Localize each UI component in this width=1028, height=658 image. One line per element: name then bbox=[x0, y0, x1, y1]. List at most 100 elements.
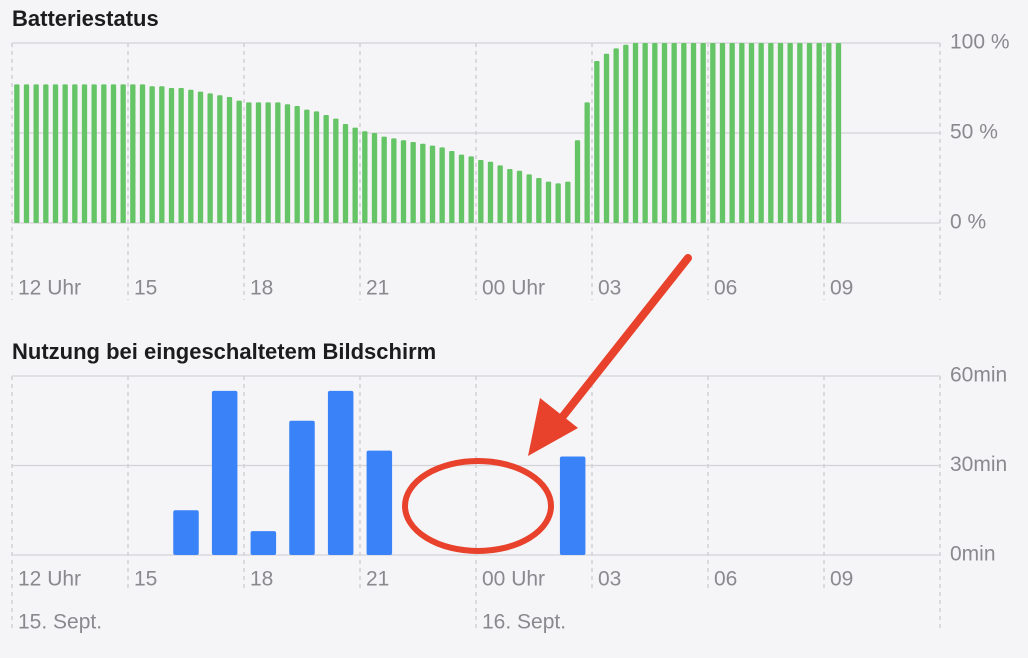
bar bbox=[120, 84, 126, 224]
bar bbox=[139, 84, 146, 224]
date-label: 16. Sept. bbox=[482, 611, 566, 634]
x-tick-label: 06 bbox=[714, 568, 737, 591]
bar bbox=[362, 131, 368, 223]
bar bbox=[478, 160, 484, 223]
bar bbox=[149, 86, 155, 223]
bar bbox=[758, 43, 764, 223]
bar bbox=[584, 102, 590, 223]
x-tick-label: 15 bbox=[134, 568, 157, 591]
bar bbox=[748, 43, 755, 223]
x-tick-label: 18 bbox=[250, 568, 273, 591]
bar bbox=[787, 43, 793, 223]
bar bbox=[690, 43, 697, 223]
bar bbox=[768, 43, 774, 223]
bar bbox=[72, 84, 78, 224]
bar bbox=[207, 93, 213, 224]
x-tick-label: 09 bbox=[830, 277, 853, 300]
bar bbox=[516, 170, 523, 223]
bar bbox=[342, 124, 349, 223]
bar bbox=[420, 143, 426, 223]
arrow-shaft bbox=[556, 254, 692, 424]
bar bbox=[410, 142, 416, 223]
x-tick-label: 21 bbox=[366, 277, 389, 300]
bar bbox=[777, 43, 784, 223]
bar bbox=[371, 133, 378, 223]
x-tick-label: 03 bbox=[598, 568, 621, 591]
x-tick-label: 21 bbox=[366, 568, 389, 591]
x-tick-label: 03 bbox=[598, 277, 621, 300]
bar bbox=[246, 102, 252, 223]
bar bbox=[565, 181, 571, 223]
bar bbox=[400, 140, 407, 223]
bar bbox=[603, 53, 610, 223]
x-tick-label: 09 bbox=[830, 568, 853, 591]
arrow-head bbox=[528, 398, 578, 456]
bar bbox=[178, 88, 184, 223]
bar bbox=[226, 97, 233, 223]
bar bbox=[275, 102, 281, 223]
bar bbox=[816, 43, 822, 223]
y-tick-label: 0min bbox=[950, 543, 996, 566]
bar bbox=[33, 84, 39, 224]
bar bbox=[91, 84, 97, 224]
bar bbox=[323, 115, 329, 223]
bar bbox=[173, 510, 199, 555]
bar bbox=[719, 43, 726, 223]
bar bbox=[159, 86, 165, 223]
bar bbox=[700, 43, 706, 223]
bar bbox=[289, 420, 315, 555]
annotation bbox=[402, 254, 692, 554]
bar bbox=[62, 84, 68, 224]
bar bbox=[671, 43, 677, 223]
bar bbox=[197, 91, 204, 223]
bar bbox=[574, 140, 581, 223]
bar bbox=[391, 138, 397, 223]
bar bbox=[613, 48, 619, 224]
x-tick-label: 12 Uhr bbox=[18, 568, 81, 591]
bar bbox=[381, 136, 387, 223]
bar bbox=[304, 109, 310, 223]
bar bbox=[14, 84, 20, 224]
bar bbox=[458, 154, 465, 223]
bar bbox=[313, 111, 320, 223]
x-tick-label: 06 bbox=[714, 277, 737, 300]
bar bbox=[559, 456, 586, 555]
bar bbox=[497, 165, 503, 223]
bar bbox=[43, 84, 49, 224]
y-tick-label: 30min bbox=[950, 453, 1007, 476]
bar bbox=[661, 43, 668, 223]
bar bbox=[250, 531, 277, 555]
bar bbox=[797, 43, 803, 223]
bar bbox=[101, 84, 107, 224]
bar bbox=[642, 43, 648, 223]
bar bbox=[545, 181, 552, 223]
bar bbox=[327, 390, 354, 555]
bar bbox=[366, 450, 393, 555]
x-tick-label: 18 bbox=[250, 277, 273, 300]
bar bbox=[536, 178, 542, 223]
bar bbox=[729, 43, 735, 223]
x-tick-label: 12 Uhr bbox=[18, 277, 81, 300]
y-tick-label: 100 % bbox=[950, 31, 1010, 54]
bar bbox=[507, 169, 513, 223]
bar bbox=[710, 43, 716, 223]
bar bbox=[835, 43, 842, 223]
bar bbox=[284, 104, 291, 223]
bar bbox=[449, 151, 455, 223]
bar bbox=[188, 89, 194, 223]
bar bbox=[110, 84, 117, 224]
bar bbox=[806, 43, 813, 223]
y-tick-label: 0 % bbox=[950, 211, 986, 234]
bar bbox=[439, 147, 445, 223]
bar bbox=[130, 84, 136, 224]
bar bbox=[81, 84, 88, 224]
y-tick-label: 50 % bbox=[950, 121, 998, 144]
charts: 12 Uhr 15 18 21 00 Uhr 03 06 09 0 % 50 % 100 % 12 U… bbox=[11, 31, 1010, 634]
bar bbox=[594, 61, 600, 223]
bar bbox=[429, 145, 436, 223]
x-tick-label: 15 bbox=[134, 277, 157, 300]
bar bbox=[652, 43, 658, 223]
bar bbox=[52, 84, 59, 224]
bar bbox=[468, 156, 474, 223]
